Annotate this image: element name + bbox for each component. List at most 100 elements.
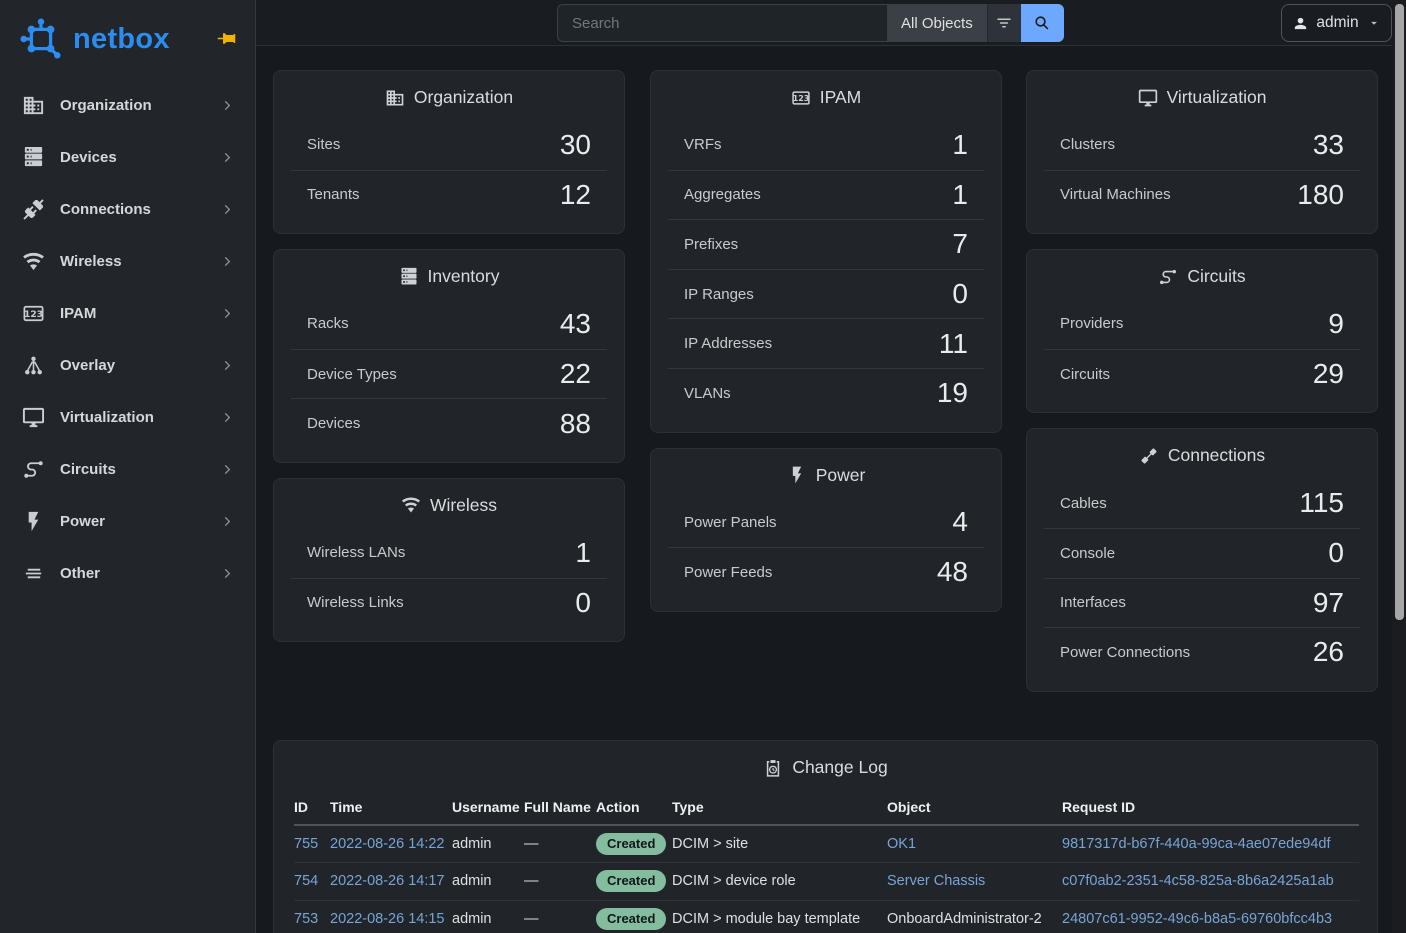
stat-label: Circuits bbox=[1060, 365, 1111, 383]
stat-row-vlans[interactable]: VLANs 19 bbox=[668, 367, 984, 418]
change-object-link[interactable]: Server Chassis bbox=[887, 873, 986, 890]
chevron-right-icon bbox=[220, 410, 235, 425]
stat-row-vrfs[interactable]: VRFs 1 bbox=[668, 120, 984, 170]
stat-row-wireless-lans[interactable]: Wireless LANs 1 bbox=[291, 528, 607, 578]
stat-row-devices[interactable]: Devices 88 bbox=[291, 398, 607, 448]
stat-row-ip-ranges[interactable]: IP Ranges 0 bbox=[668, 268, 984, 319]
stat-label: Tenants bbox=[307, 186, 360, 204]
card-title-text: Organization bbox=[413, 87, 514, 107]
stat-row-circuits[interactable]: Circuits 29 bbox=[1044, 348, 1360, 399]
sidebar-item-label: Wireless bbox=[60, 252, 122, 270]
sidebar-item-other[interactable]: Other bbox=[0, 547, 255, 599]
change-id-link[interactable]: 754 bbox=[294, 873, 319, 890]
stat-label: Aggregates bbox=[684, 186, 761, 204]
stat-row-sites[interactable]: Sites 30 bbox=[291, 120, 607, 170]
stat-list: VRFs 1 Aggregates 1 Prefixes 7 IP Ranges… bbox=[668, 120, 984, 418]
sidebar-item-connections[interactable]: Connections bbox=[0, 183, 255, 235]
change-username: admin bbox=[452, 825, 524, 863]
stat-row-interfaces[interactable]: Interfaces 97 bbox=[1044, 577, 1360, 628]
stat-value: 1 bbox=[952, 128, 968, 160]
stat-row-aggregates[interactable]: Aggregates 1 bbox=[668, 169, 984, 220]
sidebar-nav: Organization Devices Connections Wireles… bbox=[0, 78, 255, 599]
sidebar-item-label: Connections bbox=[60, 200, 151, 218]
user-menu-button[interactable]: admin bbox=[1281, 4, 1392, 42]
stat-label: Console bbox=[1060, 544, 1116, 562]
card-title-text: Wireless bbox=[429, 494, 498, 515]
stat-label: IP Ranges bbox=[684, 285, 754, 303]
sidebar-item-devices[interactable]: Devices bbox=[0, 131, 255, 183]
sidebar-item-virtualization[interactable]: Virtualization bbox=[0, 391, 255, 443]
stat-label: Virtual Machines bbox=[1060, 186, 1171, 204]
col-header-type: Type bbox=[672, 794, 887, 826]
change-time-link[interactable]: 2022-08-26 14:15 bbox=[330, 910, 445, 927]
card-wireless: Wireless Wireless LANs 1 Wireless Links … bbox=[273, 477, 625, 643]
stat-row-power-feeds[interactable]: Power Feeds 48 bbox=[668, 547, 984, 597]
counter-icon bbox=[22, 302, 45, 325]
stat-label: Device Types bbox=[307, 365, 397, 383]
stat-row-clusters[interactable]: Clusters 33 bbox=[1044, 120, 1360, 170]
sidebar-item-wireless[interactable]: Wireless bbox=[0, 235, 255, 287]
stat-row-virtual-machines[interactable]: Virtual Machines 180 bbox=[1044, 169, 1360, 220]
sidebar-item-label: Devices bbox=[60, 148, 117, 166]
scrollbar-thumb[interactable] bbox=[1395, 4, 1404, 620]
stat-row-device-types[interactable]: Device Types 22 bbox=[291, 348, 607, 399]
stat-row-ip-addresses[interactable]: IP Addresses 11 bbox=[668, 318, 984, 368]
sidebar-item-ipam[interactable]: IPAM bbox=[0, 287, 255, 339]
stat-row-power-connections[interactable]: Power Connections 26 bbox=[1044, 627, 1360, 677]
sidebar-item-organization[interactable]: Organization bbox=[0, 79, 255, 131]
sidebar-item-label: Virtualization bbox=[60, 408, 154, 426]
stat-row-cables[interactable]: Cables 115 bbox=[1044, 478, 1360, 528]
chevron-right-icon bbox=[220, 254, 235, 269]
card-title-text: IPAM bbox=[819, 87, 862, 107]
filter-button[interactable] bbox=[986, 4, 1021, 42]
card-title: Circuits bbox=[1027, 250, 1377, 299]
change-time-link[interactable]: 2022-08-26 14:22 bbox=[330, 836, 445, 852]
bolt-icon bbox=[787, 465, 807, 485]
monitor-icon bbox=[22, 406, 45, 429]
request-id-link[interactable]: 24807c61-9952-49c6-b8a5-69760bfcc4b3 bbox=[1062, 910, 1333, 927]
sidebar-item-label: Organization bbox=[60, 96, 152, 114]
request-id-link[interactable]: c07f0ab2-2351-4c58-825a-8b6a2425a1ab bbox=[1062, 873, 1334, 890]
stat-list: Wireless LANs 1 Wireless Links 0 bbox=[291, 528, 607, 627]
stat-row-prefixes[interactable]: Prefixes 7 bbox=[668, 219, 984, 269]
change-full-name: — bbox=[524, 900, 596, 933]
netbox-logo-text: netbox bbox=[73, 22, 170, 55]
card-inventory: Inventory Racks 43 Device Types 22 Devic… bbox=[273, 249, 625, 463]
change-id-link[interactable]: 753 bbox=[294, 910, 319, 927]
stat-row-racks[interactable]: Racks 43 bbox=[291, 299, 607, 349]
sidebar-item-overlay[interactable]: Overlay bbox=[0, 339, 255, 391]
stat-row-tenants[interactable]: Tenants 12 bbox=[291, 169, 607, 220]
sidebar-item-label: IPAM bbox=[60, 304, 97, 322]
netbox-logo[interactable]: netbox bbox=[18, 16, 170, 62]
stat-label: Devices bbox=[307, 415, 361, 433]
chevron-right-icon bbox=[220, 306, 235, 321]
sidebar-item-label: Circuits bbox=[60, 460, 116, 478]
card-title-text: Inventory bbox=[427, 266, 500, 287]
stat-label: Sites bbox=[307, 136, 341, 154]
pin-icon bbox=[216, 28, 237, 49]
request-id-link[interactable]: 9817317d-b67f-440a-99ca-4ae07ede94df bbox=[1062, 836, 1331, 852]
wifi-icon bbox=[22, 250, 45, 273]
search-input[interactable] bbox=[557, 4, 887, 42]
stat-value: 43 bbox=[559, 307, 591, 339]
stat-value: 11 bbox=[938, 327, 968, 359]
search-scope-button[interactable]: All Objects bbox=[887, 4, 987, 42]
card-virtualization: Virtualization Clusters 33 Virtual Machi… bbox=[1026, 70, 1378, 235]
status-badge: Created bbox=[596, 833, 667, 855]
sidebar-item-power[interactable]: Power bbox=[0, 495, 255, 547]
change-time-link[interactable]: 2022-08-26 14:17 bbox=[330, 873, 445, 890]
stat-value: 1 bbox=[952, 178, 968, 210]
stat-row-providers[interactable]: Providers 9 bbox=[1044, 299, 1360, 349]
stat-row-wireless-links[interactable]: Wireless Links 0 bbox=[291, 577, 607, 628]
search-submit-button[interactable] bbox=[1020, 4, 1064, 42]
sidebar-pin-button[interactable] bbox=[215, 28, 237, 50]
change-id-link[interactable]: 755 bbox=[294, 836, 319, 852]
stat-row-power-panels[interactable]: Power Panels 4 bbox=[668, 498, 984, 548]
table-row: 753 2022-08-26 14:15 admin — Created DCI… bbox=[294, 900, 1359, 933]
sidebar-item-circuits[interactable]: Circuits bbox=[0, 443, 255, 495]
col-header-action: Action bbox=[596, 794, 672, 826]
card-connections: Connections Cables 115 Console 0 Interfa… bbox=[1026, 428, 1378, 692]
stat-row-console[interactable]: Console 0 bbox=[1044, 527, 1360, 578]
change-object-link[interactable]: OK1 bbox=[887, 836, 917, 852]
table-row: 755 2022-08-26 14:22 admin — Created DCI… bbox=[294, 825, 1359, 863]
